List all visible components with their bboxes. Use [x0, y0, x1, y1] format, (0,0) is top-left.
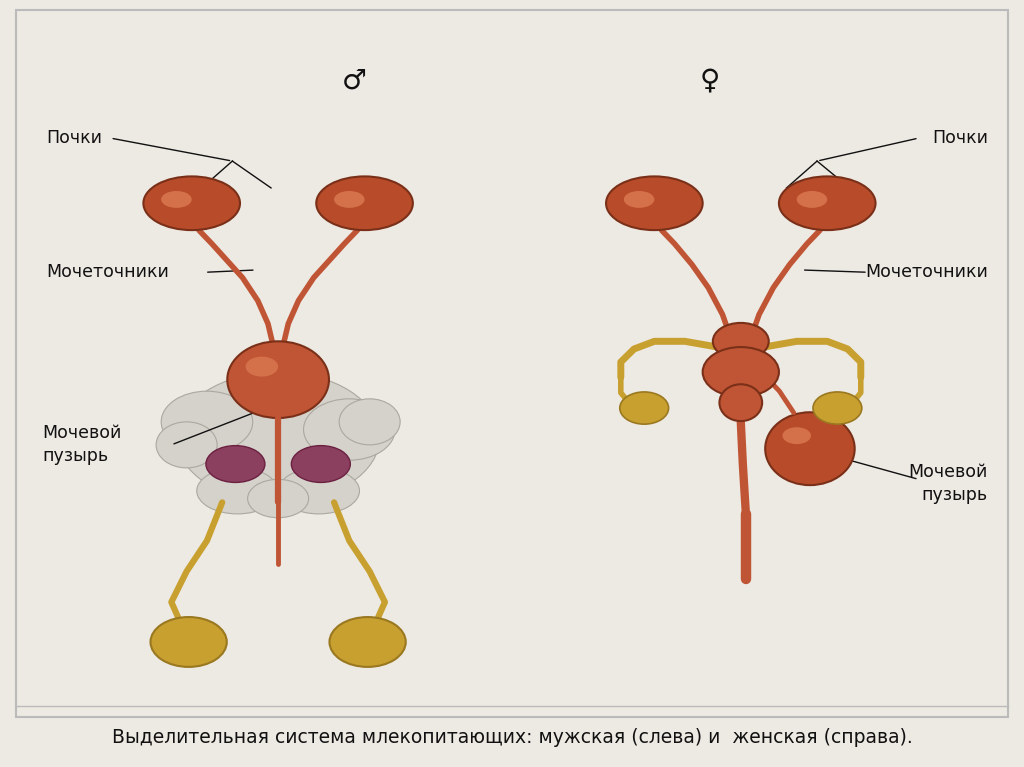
Ellipse shape: [606, 176, 702, 230]
Text: Мочеточники: Мочеточники: [865, 263, 988, 281]
Ellipse shape: [197, 468, 279, 514]
Ellipse shape: [206, 446, 265, 482]
Ellipse shape: [303, 399, 395, 460]
Ellipse shape: [782, 427, 811, 444]
Text: Выделительная система млекопитающих: мужская (слева) и  женская (справа).: Выделительная система млекопитающих: муж…: [112, 729, 912, 747]
Ellipse shape: [765, 413, 855, 486]
Ellipse shape: [797, 191, 827, 208]
Text: Мочеточники: Мочеточники: [46, 263, 169, 281]
Ellipse shape: [330, 617, 406, 667]
Text: пузырь: пузырь: [922, 486, 988, 504]
Ellipse shape: [720, 384, 762, 421]
Ellipse shape: [620, 392, 669, 424]
Ellipse shape: [156, 422, 217, 468]
Ellipse shape: [151, 617, 226, 667]
Ellipse shape: [316, 176, 413, 230]
Ellipse shape: [624, 191, 654, 208]
Ellipse shape: [143, 176, 240, 230]
Ellipse shape: [339, 399, 400, 445]
Ellipse shape: [292, 446, 350, 482]
Ellipse shape: [713, 323, 769, 360]
Text: пузырь: пузырь: [42, 447, 109, 466]
Text: ♀: ♀: [700, 67, 721, 94]
Ellipse shape: [779, 176, 876, 230]
Ellipse shape: [176, 372, 380, 502]
Ellipse shape: [246, 357, 279, 377]
Text: Почки: Почки: [46, 129, 102, 147]
Ellipse shape: [227, 341, 329, 418]
Text: Мочевой: Мочевой: [908, 463, 988, 481]
Text: Почки: Почки: [932, 129, 988, 147]
Ellipse shape: [334, 191, 365, 208]
Text: ♂: ♂: [342, 67, 367, 94]
Ellipse shape: [248, 479, 308, 518]
Ellipse shape: [161, 191, 191, 208]
Ellipse shape: [279, 468, 359, 514]
Ellipse shape: [161, 391, 253, 453]
Ellipse shape: [813, 392, 862, 424]
Ellipse shape: [702, 347, 779, 397]
Text: Мочевой: Мочевой: [42, 424, 122, 443]
